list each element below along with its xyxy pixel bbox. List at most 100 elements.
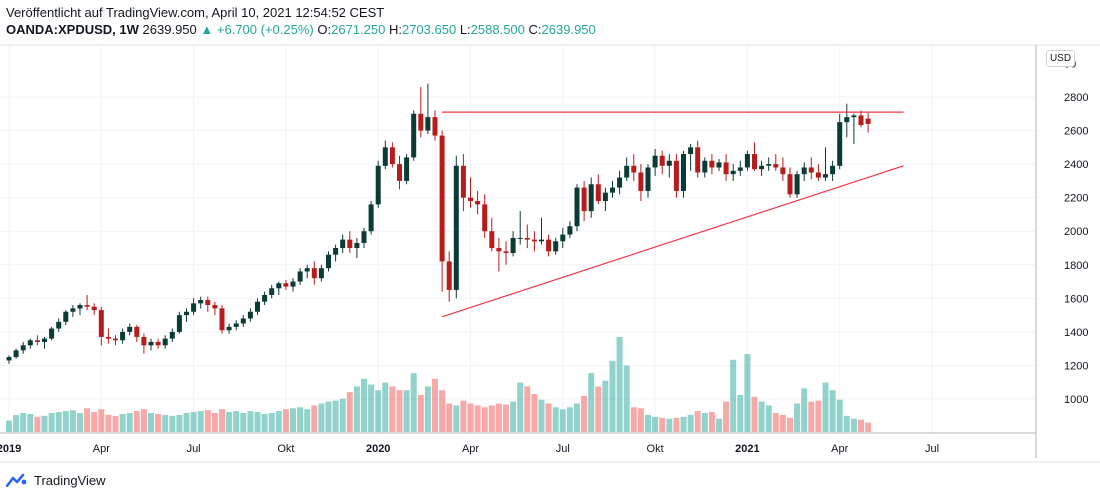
candle-body[interactable] — [652, 155, 658, 168]
candle-body[interactable] — [830, 165, 836, 175]
candle-body[interactable] — [361, 231, 367, 243]
candle-body[interactable] — [638, 172, 644, 191]
candle-body[interactable] — [176, 315, 182, 332]
candle-body[interactable] — [631, 165, 637, 173]
candle-body[interactable] — [460, 165, 466, 198]
candle-body[interactable] — [418, 113, 424, 131]
candle-body[interactable] — [730, 170, 736, 175]
candle-body[interactable] — [169, 331, 175, 339]
candle-body[interactable] — [723, 162, 729, 175]
candle-body[interactable] — [801, 167, 807, 175]
candle-body[interactable] — [624, 165, 630, 178]
candle-body[interactable] — [546, 239, 552, 252]
candle-body[interactable] — [34, 340, 40, 342]
candle-body[interactable] — [347, 239, 353, 248]
candle-body[interactable] — [553, 241, 559, 252]
candle-body[interactable] — [837, 122, 843, 166]
brand[interactable]: TradingView — [6, 470, 106, 490]
symbol-name[interactable]: OANDA:XPDUSD, 1W — [6, 22, 139, 37]
candle-body[interactable] — [404, 157, 410, 181]
candle-body[interactable] — [105, 336, 111, 339]
candle-body[interactable] — [688, 147, 694, 155]
candle-body[interactable] — [588, 184, 594, 212]
candle-body[interactable] — [148, 341, 154, 346]
candle-body[interactable] — [659, 155, 665, 166]
candle-body[interactable] — [49, 328, 55, 339]
candle-body[interactable] — [482, 204, 488, 232]
candle-body[interactable] — [113, 338, 118, 341]
time-axis[interactable]: 2019 Apr Jul Okt 2020 Apr Jul Okt 2021 Apr Jul — [0, 432, 1100, 463]
candle-body[interactable] — [766, 164, 772, 166]
candle-body[interactable] — [475, 201, 481, 205]
candle-body[interactable] — [333, 248, 339, 255]
candlesticks[interactable] — [6, 83, 871, 364]
candle-body[interactable] — [574, 187, 580, 227]
candle-body[interactable] — [98, 310, 104, 337]
candle-body[interactable] — [269, 288, 275, 295]
candle-body[interactable] — [283, 283, 289, 287]
candle-body[interactable] — [63, 311, 69, 322]
candle-body[interactable] — [560, 234, 566, 242]
candle-body[interactable] — [120, 331, 126, 341]
currency-button[interactable]: USD — [1046, 50, 1075, 67]
candle-body[interactable] — [645, 167, 651, 191]
candle-body[interactable] — [13, 350, 19, 358]
candle-body[interactable] — [368, 204, 374, 232]
candle-body[interactable] — [539, 239, 544, 242]
candle-body[interactable] — [27, 340, 33, 346]
candle-body[interactable] — [496, 248, 502, 252]
candle-body[interactable] — [503, 251, 509, 254]
candle-body[interactable] — [617, 177, 623, 188]
candle-body[interactable] — [453, 165, 459, 290]
candle-body[interactable] — [702, 160, 708, 173]
candle-body[interactable] — [524, 237, 530, 240]
candle-body[interactable] — [787, 174, 793, 195]
trendline-support[interactable] — [441, 165, 904, 318]
candle-body[interactable] — [510, 237, 516, 254]
candle-body[interactable] — [198, 300, 204, 304]
candle-body[interactable] — [773, 164, 779, 168]
candle-body[interactable] — [808, 167, 814, 173]
candle-body[interactable] — [610, 187, 615, 193]
candle-body[interactable] — [233, 323, 239, 327]
candle-body[interactable] — [389, 147, 395, 165]
candle-body[interactable] — [354, 242, 360, 248]
candle-body[interactable] — [162, 338, 168, 346]
candle-body[interactable] — [815, 172, 821, 178]
candle-body[interactable] — [468, 197, 473, 202]
trendlines[interactable] — [441, 111, 904, 318]
candle-body[interactable] — [155, 341, 161, 346]
candle-body[interactable] — [531, 239, 537, 242]
candle-body[interactable] — [226, 326, 232, 331]
candle-body[interactable] — [666, 160, 672, 166]
candle-body[interactable] — [134, 326, 140, 337]
price-axis[interactable]: 1000 1200 1400 1600 1800 2000 2200 2400 2600 2800… — [1035, 45, 1088, 458]
candle-body[interactable] — [602, 192, 608, 202]
candle-body[interactable] — [425, 117, 431, 131]
candle-body[interactable] — [311, 268, 317, 279]
candle-body[interactable] — [297, 271, 303, 282]
candle-body[interactable] — [581, 187, 587, 212]
candle-body[interactable] — [212, 305, 218, 309]
candle-body[interactable] — [681, 154, 686, 191]
candle-body[interactable] — [411, 113, 417, 158]
candle-body[interactable] — [716, 162, 722, 168]
candle-body[interactable] — [865, 118, 871, 124]
candle-body[interactable] — [446, 261, 452, 290]
candle-body[interactable] — [219, 308, 225, 331]
candle-body[interactable] — [695, 147, 701, 173]
candle-body[interactable] — [70, 308, 76, 312]
candle-body[interactable] — [375, 165, 381, 205]
candle-body[interactable] — [397, 164, 402, 181]
candle-body[interactable] — [184, 311, 189, 316]
candle-body[interactable] — [794, 174, 800, 195]
candle-body[interactable] — [858, 115, 864, 126]
candle-body[interactable] — [823, 174, 828, 178]
candle-body[interactable] — [844, 117, 850, 123]
candle-body[interactable] — [42, 338, 47, 342]
candle-body[interactable] — [382, 147, 388, 166]
candle-body[interactable] — [255, 301, 260, 312]
candle-body[interactable] — [432, 117, 438, 136]
candle-body[interactable] — [276, 283, 282, 289]
candle-body[interactable] — [673, 160, 679, 191]
